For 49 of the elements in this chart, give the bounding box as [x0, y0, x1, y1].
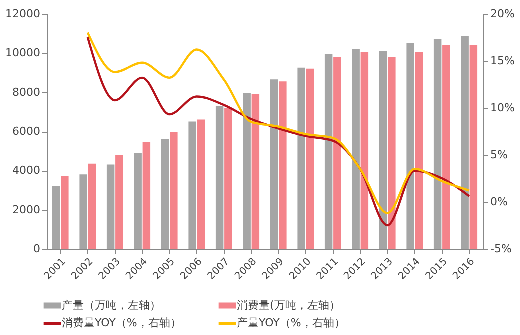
- bar: [61, 176, 69, 249]
- bar: [134, 153, 142, 249]
- bar: [415, 52, 424, 249]
- bar: [324, 54, 333, 249]
- y-tick-label: 12000: [6, 8, 40, 20]
- y-tick-label: 0: [34, 242, 40, 256]
- bar: [461, 36, 469, 249]
- bar: [252, 94, 260, 249]
- bar: [52, 186, 60, 249]
- bar: [216, 106, 224, 249]
- bar: [170, 132, 178, 249]
- bar: [352, 49, 360, 249]
- bar: [406, 43, 414, 249]
- bar: [80, 174, 88, 249]
- bar: [306, 68, 314, 249]
- bar: [106, 164, 115, 249]
- bar: [470, 45, 478, 249]
- legend-label: 消费量YOY（%，右轴）: [62, 316, 182, 330]
- y-tick-label: 6000: [12, 125, 40, 138]
- bar: [379, 51, 388, 249]
- y2-tick-label: 10%: [490, 102, 515, 114]
- legend-label: 产量YOY（%，右轴）: [237, 316, 346, 330]
- bar: [197, 120, 206, 249]
- y-tick-label: 2000: [12, 203, 40, 216]
- bar: [142, 142, 151, 249]
- bar: [298, 68, 306, 249]
- bar: [161, 139, 170, 249]
- y2-tick-label: 20%: [490, 8, 515, 20]
- bar: [116, 155, 124, 249]
- bar: [188, 122, 196, 249]
- bar: [442, 45, 450, 249]
- bar: [360, 52, 369, 249]
- legend-label: 消费量(万吨，左轴）: [237, 298, 340, 312]
- bar: [270, 80, 278, 249]
- bar: [334, 57, 342, 249]
- y-tick-label: 4000: [12, 164, 40, 178]
- bar: [224, 108, 232, 249]
- bar: [88, 164, 96, 249]
- y2-tick-label: 0%: [490, 196, 508, 208]
- y2-tick-label: 15%: [490, 54, 515, 68]
- bar: [388, 57, 396, 249]
- bar: [243, 93, 251, 249]
- bar: [434, 39, 442, 249]
- bar: [279, 82, 287, 249]
- y-tick-label: 8000: [12, 86, 40, 99]
- y-tick-label: 10000: [6, 46, 40, 60]
- legend-label: 产量（万吨，左轴）: [62, 298, 161, 312]
- y2-tick-label: -5%: [490, 242, 512, 256]
- y2-tick-label: 5%: [490, 148, 508, 162]
